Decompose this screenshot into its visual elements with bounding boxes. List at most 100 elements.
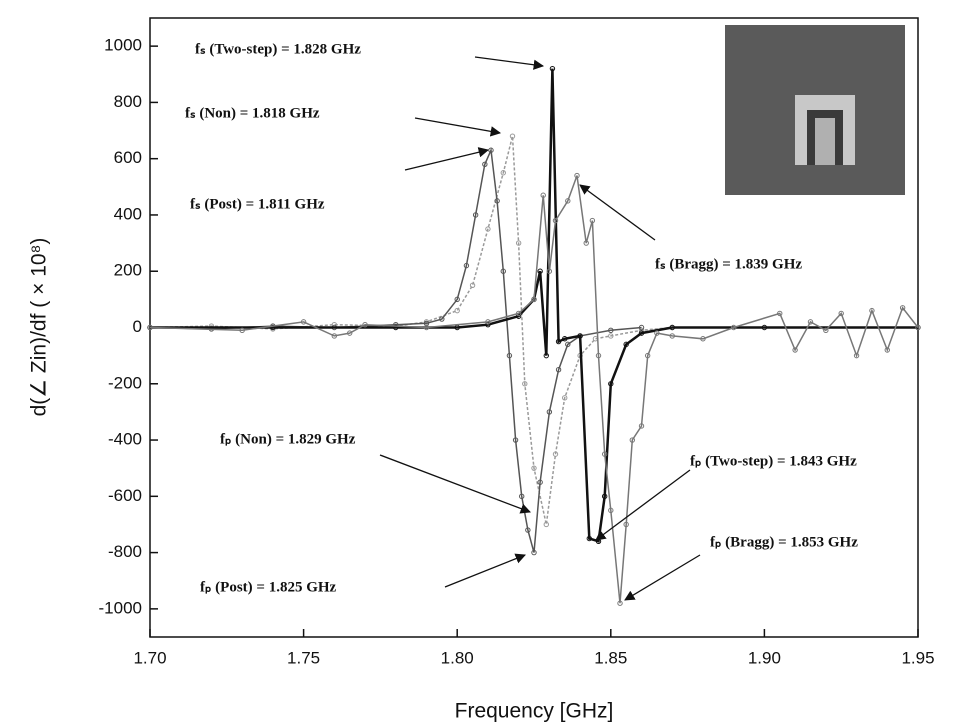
data-point (454, 307, 460, 314)
data-point (500, 170, 506, 176)
data-point (730, 324, 737, 331)
data-point (522, 381, 528, 387)
data-point (531, 465, 537, 471)
data-point (531, 549, 537, 556)
data-point (512, 437, 519, 443)
data-point (915, 324, 921, 331)
y-tick-label: 400 (114, 204, 142, 223)
data-point (586, 535, 592, 542)
data-point (623, 521, 629, 528)
data-point (537, 479, 543, 485)
data-point (601, 493, 608, 500)
annotation: fₛ (Bragg) = 1.839 GHz (655, 256, 802, 272)
data-point (838, 310, 844, 317)
data-point (537, 268, 543, 274)
data-point (500, 268, 506, 274)
data-point (654, 330, 660, 336)
data-point (454, 296, 460, 303)
annotation-arrow (379, 454, 531, 514)
data-point (494, 198, 500, 204)
annotation-arrow (474, 56, 545, 70)
data-point (565, 198, 571, 204)
data-point (485, 226, 491, 232)
data-point (472, 212, 479, 218)
annotation-arrow (579, 184, 656, 241)
data-point (629, 437, 636, 443)
y-tick-label: 600 (114, 148, 142, 167)
data-point (531, 296, 537, 303)
x-tick-label: 1.70 (133, 648, 166, 667)
data-point (515, 310, 522, 317)
annotation: fₚ (Post) = 1.825 GHz (200, 579, 337, 595)
data-point (546, 268, 553, 274)
y-tick-label: 200 (114, 261, 142, 280)
annotation: fₛ (Two-step) = 1.828 GHz (195, 41, 361, 57)
y-tick-label: -1000 (99, 598, 142, 617)
data-point (761, 324, 768, 331)
data-point (623, 341, 629, 348)
data-point (393, 324, 399, 331)
data-point (147, 324, 153, 331)
data-point (506, 352, 513, 359)
data-point (555, 338, 562, 345)
data-point (463, 262, 470, 269)
annotation: fₛ (Post) = 1.811 GHz (190, 196, 325, 212)
data-point (577, 333, 583, 339)
data-point (617, 600, 623, 606)
annotation: fₛ (Non) = 1.818 GHz (185, 105, 320, 121)
annotation-arrow (595, 469, 691, 541)
data-point (574, 172, 580, 179)
data-point (644, 352, 651, 359)
data-point (601, 451, 608, 457)
data-point (608, 333, 614, 339)
data-point (777, 310, 783, 317)
data-point (552, 217, 559, 224)
data-point (869, 307, 875, 314)
data-point (543, 352, 549, 359)
x-tick-label: 1.80 (441, 648, 474, 667)
y-tick-label: -400 (108, 430, 142, 449)
x-tick-label: 1.95 (901, 648, 934, 667)
x-tick-label: 1.85 (594, 648, 627, 667)
data-point (549, 65, 556, 72)
data-point (509, 133, 516, 139)
data-point (899, 305, 906, 311)
y-axis-label: d(∠ Zin)/df ( × 10⁸) (28, 238, 51, 417)
data-point (562, 395, 568, 401)
data-point (823, 327, 829, 334)
data-point (595, 352, 602, 359)
annotation: fₚ (Bragg) = 1.853 GHz (710, 534, 858, 550)
data-point (543, 521, 549, 528)
data-point (853, 352, 860, 359)
series-line (149, 147, 642, 553)
data-point (485, 319, 491, 325)
data-point (519, 493, 525, 500)
data-point (346, 330, 353, 336)
annotation: fₚ (Two-step) = 1.843 GHz (690, 453, 857, 469)
data-point (469, 282, 476, 288)
data-point (239, 327, 245, 334)
annotation: fₚ (Non) = 1.829 GHz (220, 431, 356, 447)
x-tick-label: 1.75 (287, 648, 320, 667)
annotation-arrow (414, 117, 502, 137)
data-point (638, 330, 645, 336)
data-point (562, 336, 568, 342)
y-tick-label: -600 (108, 486, 142, 505)
data-point (423, 324, 430, 331)
data-point (482, 161, 488, 168)
data-point (439, 316, 445, 322)
y-tick-label: -800 (108, 542, 142, 561)
data-point (546, 409, 553, 415)
data-point (300, 319, 307, 325)
data-point (331, 333, 338, 339)
data-point (270, 324, 276, 331)
y-tick-label: 0 (133, 317, 142, 336)
data-point (515, 240, 522, 246)
data-point (792, 347, 798, 353)
data-point (608, 381, 614, 387)
data-point (700, 336, 706, 342)
x-axis-label: Frequency [GHz] (455, 700, 614, 723)
annotation-arrow (624, 554, 701, 601)
data-point (884, 347, 890, 353)
